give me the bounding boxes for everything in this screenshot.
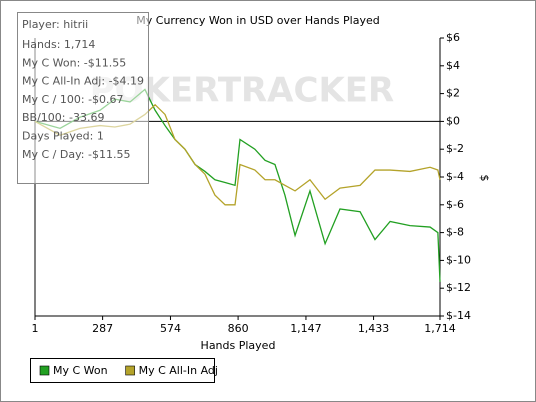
x-tick-label: 1,433 — [358, 322, 390, 335]
stat-line: Days Played: 1 — [22, 130, 104, 143]
y-tick-label: $4 — [446, 59, 460, 72]
legend-swatch — [125, 365, 135, 376]
x-tick-label: 860 — [228, 322, 249, 335]
y-tick-label: $-6 — [446, 198, 464, 211]
y-tick-label: $2 — [446, 87, 460, 100]
y-axis-label: $ — [478, 175, 491, 182]
stat-line: My C / Day: -$11.55 — [22, 148, 130, 161]
legend-box — [30, 358, 215, 383]
y-tick-label: $-4 — [446, 170, 464, 183]
stat-line: BB/100: -33.69 — [22, 111, 104, 124]
legend-swatch — [39, 365, 50, 376]
y-tick-label: $-14 — [446, 309, 471, 322]
x-tick-label: 1,147 — [290, 322, 322, 335]
x-tick-label: 1,714 — [424, 322, 456, 335]
y-tick-label: $-8 — [446, 226, 464, 239]
legend-label: My C Won — [53, 364, 108, 377]
chart-title: My Currency Won in USD over Hands Played — [136, 14, 379, 27]
stat-line: Hands: 1,714 — [22, 38, 95, 51]
stats-box — [17, 12, 149, 184]
y-tick-label: $-12 — [446, 281, 471, 294]
stat-line: My C / 100: -$0.67 — [22, 93, 124, 106]
x-tick-label: 574 — [160, 322, 181, 335]
x-tick-label: 1 — [32, 322, 39, 335]
y-tick-label: $-2 — [446, 142, 464, 155]
stat-line: My C Won: -$11.55 — [22, 56, 126, 69]
x-tick-label: 287 — [92, 322, 113, 335]
stat-line: My C All-In Adj: -$4.19 — [22, 75, 144, 88]
y-tick-label: $-10 — [446, 253, 471, 266]
y-tick-label: $6 — [446, 31, 460, 44]
x-axis-label: Hands Played — [201, 339, 276, 352]
legend-label: My C All-In Adj — [139, 364, 218, 377]
y-tick-label: $0 — [446, 114, 460, 127]
stat-line: Player: hitrii — [22, 18, 88, 31]
